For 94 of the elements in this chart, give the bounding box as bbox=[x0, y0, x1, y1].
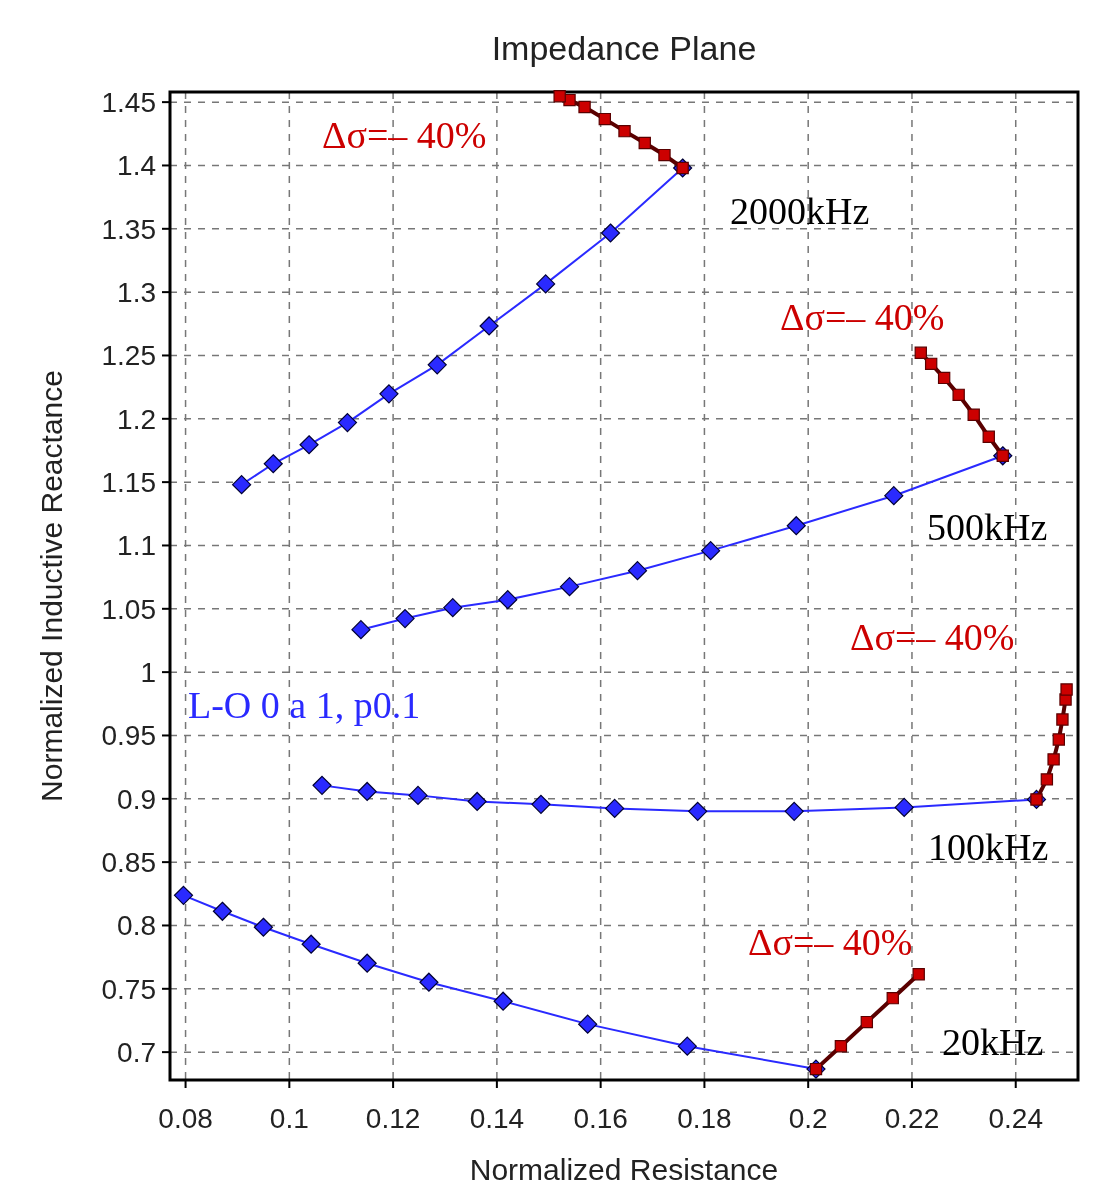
point bbox=[408, 785, 428, 805]
x-tick-label: 0.1 bbox=[269, 1103, 309, 1134]
point bbox=[1040, 773, 1054, 786]
chart-title: Impedance Plane bbox=[491, 29, 757, 67]
point bbox=[688, 801, 708, 821]
point bbox=[212, 901, 232, 921]
point bbox=[337, 413, 358, 433]
x-tick-label: 0.16 bbox=[573, 1103, 628, 1134]
annotation: Δσ=– 40% bbox=[748, 921, 913, 963]
point bbox=[1047, 753, 1060, 766]
y-tick-label: 1.15 bbox=[101, 466, 156, 498]
y-tick-label: 0.7 bbox=[117, 1036, 156, 1068]
point bbox=[531, 794, 551, 814]
x-axis-title: Normalized Resistance bbox=[469, 1153, 779, 1186]
y-tick-label: 1 bbox=[140, 656, 156, 688]
point bbox=[301, 934, 321, 954]
y-tick-label: 1.1 bbox=[117, 530, 156, 562]
point bbox=[598, 112, 611, 126]
point bbox=[312, 775, 332, 795]
point bbox=[498, 590, 518, 610]
point bbox=[605, 798, 625, 819]
annotation: Δσ=– 40% bbox=[322, 114, 487, 156]
point bbox=[1052, 733, 1065, 746]
point bbox=[677, 1036, 697, 1056]
x-tick-label: 0.22 bbox=[884, 1103, 940, 1134]
x-tick-label: 0.2 bbox=[788, 1103, 828, 1134]
point bbox=[263, 454, 283, 474]
x-tick-label: 0.14 bbox=[469, 1103, 525, 1134]
point bbox=[912, 968, 925, 981]
point bbox=[952, 388, 965, 402]
point bbox=[479, 316, 499, 336]
point bbox=[982, 430, 995, 443]
y-tick-label: 1.25 bbox=[101, 340, 156, 372]
annotation: 100kHz bbox=[928, 826, 1049, 868]
annotation: 2000kHz bbox=[730, 190, 870, 232]
point bbox=[786, 516, 806, 536]
point bbox=[578, 100, 591, 114]
point bbox=[299, 435, 319, 455]
y-tick-label: 0.8 bbox=[117, 910, 156, 942]
x-tick-label: 0.08 bbox=[158, 1103, 213, 1134]
y-tick-label: 1.4 bbox=[117, 150, 156, 182]
point bbox=[443, 598, 463, 618]
point bbox=[884, 486, 904, 506]
y-tick-label: 1.2 bbox=[117, 403, 156, 435]
point bbox=[937, 371, 951, 385]
point bbox=[467, 791, 487, 812]
point bbox=[232, 475, 252, 495]
point bbox=[924, 357, 938, 371]
point bbox=[559, 577, 580, 597]
annotation: L-O 0 a 1, p0.1 bbox=[188, 684, 421, 726]
x-tick-label: 0.12 bbox=[365, 1103, 421, 1134]
x-tick-label: 0.18 bbox=[677, 1103, 732, 1134]
annotation: Δσ=– 40% bbox=[850, 616, 1015, 658]
point bbox=[860, 1015, 874, 1029]
y-tick-label: 1.45 bbox=[101, 86, 156, 118]
point bbox=[379, 384, 399, 404]
y-axis-title: Normalized Inductive Reactance bbox=[35, 370, 68, 802]
point bbox=[553, 89, 566, 103]
point bbox=[357, 781, 377, 802]
point bbox=[395, 608, 415, 629]
point bbox=[618, 124, 631, 138]
point bbox=[351, 620, 371, 640]
point bbox=[886, 991, 899, 1005]
annotation: 500kHz bbox=[927, 506, 1048, 548]
point bbox=[834, 1039, 848, 1053]
point bbox=[894, 797, 914, 818]
y-tick-label: 1.3 bbox=[117, 276, 156, 308]
point bbox=[638, 136, 651, 150]
point bbox=[173, 885, 194, 905]
point bbox=[914, 346, 927, 360]
point bbox=[967, 408, 980, 421]
y-tick-label: 0.85 bbox=[101, 846, 156, 878]
point bbox=[536, 274, 556, 294]
point bbox=[427, 355, 447, 375]
y-tick-label: 1.35 bbox=[101, 213, 156, 245]
point bbox=[1060, 683, 1073, 696]
y-tick-label: 0.95 bbox=[101, 720, 156, 752]
annotation: Δσ=– 40% bbox=[780, 296, 945, 338]
y-tick-label: 0.75 bbox=[101, 973, 156, 1005]
point bbox=[493, 991, 513, 1011]
point bbox=[357, 953, 377, 973]
point bbox=[419, 972, 439, 992]
point bbox=[578, 1014, 598, 1034]
point bbox=[658, 148, 671, 162]
point bbox=[600, 223, 621, 243]
point bbox=[784, 801, 804, 821]
y-tick-label: 1.05 bbox=[101, 593, 156, 625]
annotation: 20kHz bbox=[942, 1021, 1044, 1063]
point bbox=[253, 917, 273, 937]
y-tick-label: 0.9 bbox=[117, 783, 156, 815]
point bbox=[1056, 713, 1069, 726]
point bbox=[701, 541, 721, 561]
x-tick-label: 0.24 bbox=[988, 1103, 1043, 1134]
point bbox=[627, 561, 648, 581]
